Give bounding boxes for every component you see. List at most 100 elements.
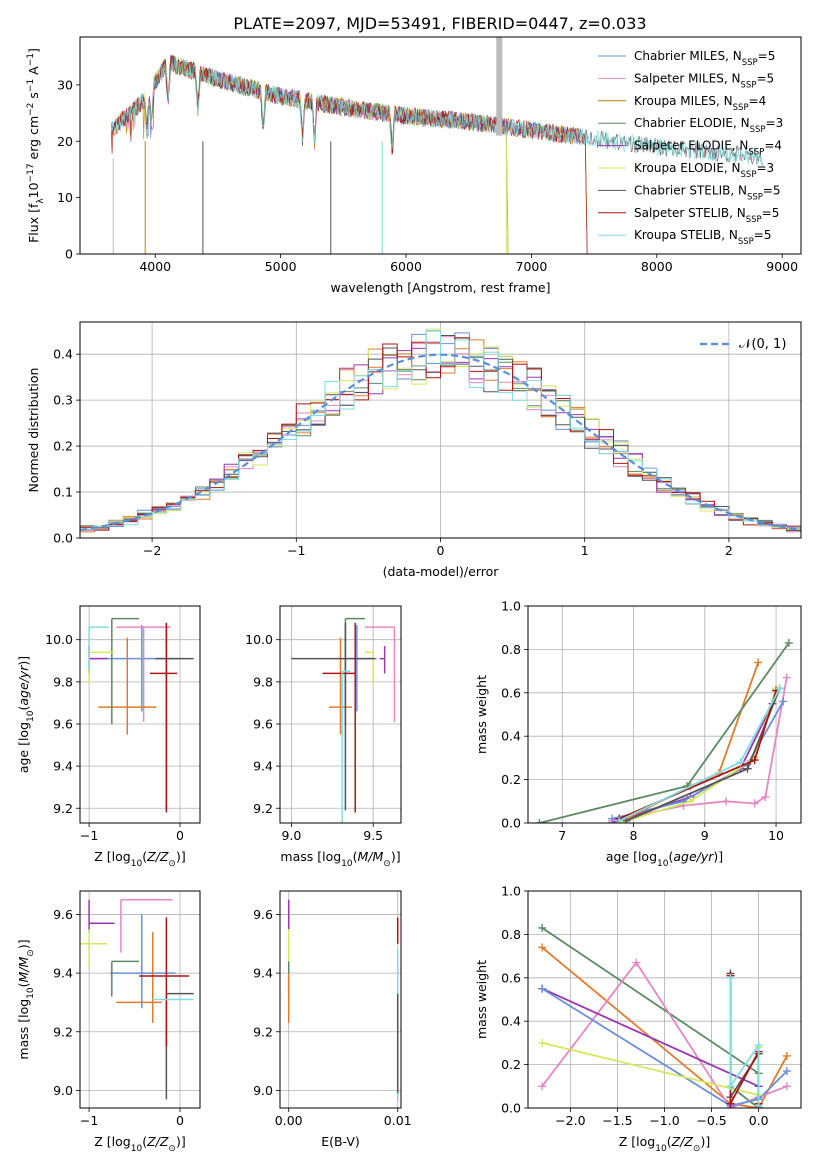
label-part: mass weight: [474, 960, 489, 1039]
x-tick-label: 2: [725, 543, 733, 558]
label-part: )]: [176, 849, 186, 864]
x-tick-label: 0: [437, 543, 445, 558]
x-tick-label: 0: [176, 1113, 184, 1128]
label-part: 10: [131, 859, 143, 869]
y-tick-label: 1.0: [501, 599, 521, 614]
spectrum-line: [110, 55, 764, 167]
chart-z_age: −1 09.29.49.69.810.0Z [log10(Z/Z⊙)]age [l…: [16, 605, 201, 869]
y-tick-label: 9.8: [53, 674, 73, 689]
plot-area: [535, 638, 793, 823]
weight-line: [541, 927, 760, 1108]
y-axis-label: age [log10(age/yr)]: [16, 656, 36, 773]
histogram-series: [80, 330, 801, 530]
label-part: age [log: [606, 849, 657, 864]
label-part: )]: [713, 849, 723, 864]
plus-marker: [615, 816, 624, 823]
plus-marker: [726, 1099, 735, 1108]
label-part: ⊙: [693, 1144, 701, 1154]
chart-z_weight: −2.0 −1.5 −1.0 −0.5 0.0 0.0 0.2 0.4 0.6 0.8 1.0 Z […: [474, 884, 802, 1154]
y-tick-label: 9.8: [253, 674, 273, 689]
label-part: ⊙: [168, 1144, 176, 1154]
plus-marker: [754, 658, 763, 667]
axes-frame: [79, 890, 201, 1109]
plot-area: [80, 899, 194, 1100]
legend-text: Kroupa STELIB, N: [634, 228, 738, 242]
legend-nssp: =3: [766, 116, 784, 130]
weight-line: [539, 642, 790, 823]
axes-frame: [79, 36, 802, 255]
y-axis-label: Flux [fλ10−17 erg cm−2 s−1 A−1]: [26, 48, 46, 243]
label-part: )]: [176, 1134, 186, 1149]
plus-marker: [775, 684, 784, 693]
label-part: mass [log: [280, 849, 341, 864]
y-tick-label: 9.0: [53, 1083, 73, 1098]
y-tick-label: 0.2: [501, 1057, 521, 1072]
x-tick-label: −1: [80, 1113, 98, 1128]
plus-marker: [608, 814, 617, 823]
x-tick-label: 0.01: [384, 1113, 412, 1128]
x-tick-label: −2.0: [555, 1113, 585, 1128]
legend-text: Kroupa MILES, N: [634, 94, 733, 108]
spectrum-line: [110, 55, 588, 254]
axes-frame: [79, 605, 201, 824]
y-tick-label: 10.0: [45, 632, 73, 647]
legend-sub: SSP: [750, 125, 766, 135]
y-tick-label: 10: [57, 190, 73, 205]
chart-spectrum: 4000 5000 6000 7000 8000 9000 0 10 20 30 wavelengt…: [26, 36, 802, 295]
label-part: (: [668, 849, 673, 864]
x-axis-label: (data-model)/error: [383, 564, 500, 579]
legend-entry: Salpeter ELODIE, NSSP=4: [634, 139, 782, 158]
spectrum-line: [110, 55, 588, 254]
spectrum-line: [111, 57, 588, 254]
legend-nssp: =5: [758, 49, 776, 63]
label-part: (: [353, 849, 358, 864]
label-part: 10: [131, 1144, 143, 1154]
plus-marker: [784, 638, 793, 647]
legend-entry: Salpeter STELIB, NSSP=5: [634, 206, 779, 225]
y-tick-label: 10.0: [245, 632, 273, 647]
plus-marker: [782, 1082, 791, 1091]
x-axis-label: wavelength [Angstrom, rest frame]: [330, 280, 550, 295]
plus-marker: [743, 764, 752, 773]
label-part: E(B-V): [321, 1134, 360, 1149]
label-part: 10: [655, 1144, 667, 1154]
legend-text: Chabrier ELODIE, N: [634, 116, 750, 130]
label-part: Z/Z: [671, 1134, 694, 1149]
legend-nssp: =5: [756, 71, 774, 85]
plus-marker: [632, 958, 641, 967]
x-tick-label: −1.5: [602, 1113, 632, 1128]
x-tick-label: −1.0: [649, 1113, 679, 1128]
label-part: mass weight: [474, 675, 489, 754]
label-part: )]: [16, 939, 31, 949]
label-part: −17: [26, 163, 36, 182]
legend-sub: SSP: [748, 148, 764, 158]
weight-line: [541, 987, 788, 1107]
label-part: (: [667, 1134, 672, 1149]
label-part: (data-model)/error: [383, 564, 500, 579]
x-tick-label: 9: [701, 828, 709, 843]
legend-sub: SSP: [738, 237, 754, 247]
x-axis-label: mass [log10(M/M⊙)]: [280, 849, 400, 869]
weight-line: [541, 946, 788, 1108]
x-tick-label: 1: [581, 543, 589, 558]
y-tick-label: 9.4: [253, 966, 273, 981]
legend-text: Chabrier MILES, N: [634, 49, 742, 63]
label-part: ]: [26, 48, 41, 53]
x-tick-label: 7: [558, 828, 566, 843]
legend-text: Salpeter STELIB, N: [634, 206, 746, 220]
legend-entry: 𝒩(0, 1): [739, 337, 786, 352]
label-part: A: [26, 66, 41, 79]
label-part: (: [142, 1134, 147, 1149]
label-part: )]: [16, 656, 31, 666]
plus-marker: [782, 1067, 791, 1076]
x-tick-label: 0.0: [749, 1113, 769, 1128]
label-part: Normed distribution: [26, 368, 41, 493]
y-tick-label: 9.6: [253, 907, 273, 922]
legend-entry: Kroupa STELIB, NSSP=5: [634, 228, 772, 247]
x-tick-label: 8: [630, 828, 638, 843]
x-axis-label: Z [log10(Z/Z⊙)]: [94, 849, 185, 869]
y-tick-label: 0.0: [53, 531, 73, 546]
legend-sub: SSP: [741, 80, 757, 90]
